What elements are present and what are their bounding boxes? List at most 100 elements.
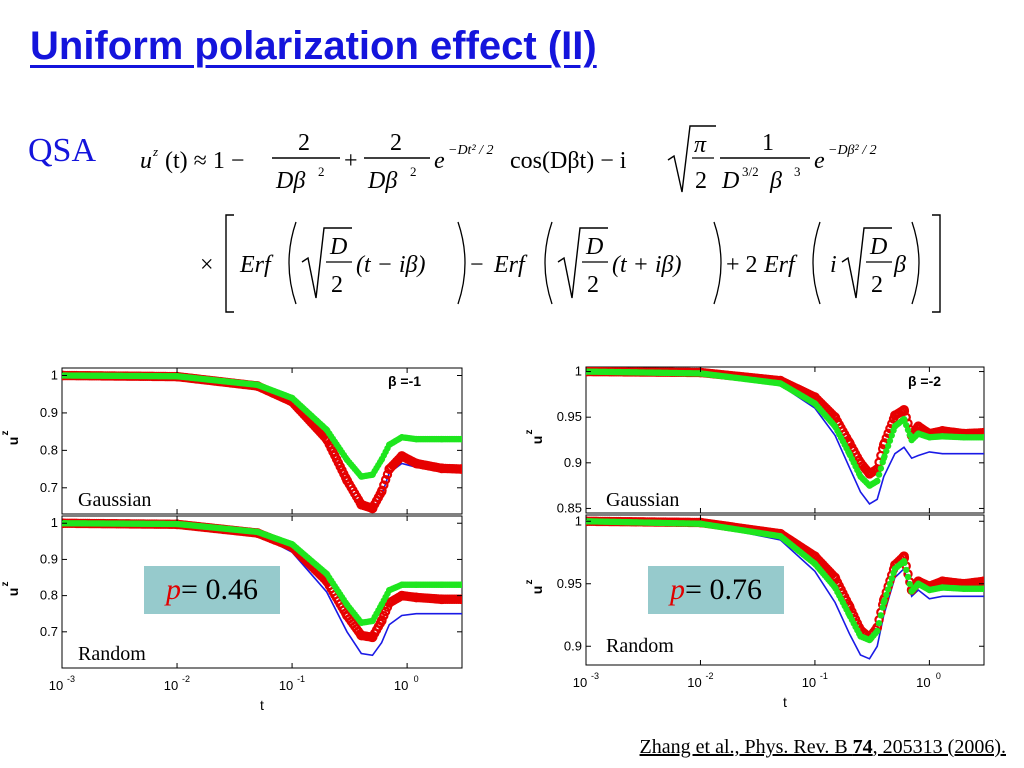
eq-sqrtd1-num: D — [329, 234, 347, 260]
eq-erf2: Erf — [493, 252, 528, 278]
data-point — [342, 610, 352, 621]
data-point — [960, 585, 968, 592]
distribution-label: Random — [78, 643, 146, 665]
data-point — [436, 463, 447, 474]
data-point — [884, 586, 892, 593]
data-point — [864, 468, 875, 479]
data-point — [979, 576, 984, 587]
data-point — [358, 619, 365, 626]
ref-suffix: , 205313 (2006). — [872, 736, 1006, 758]
data-point — [438, 581, 445, 588]
x-axis-label: t — [260, 697, 264, 713]
x-tick-label: 10 — [573, 675, 587, 690]
data-point — [880, 455, 888, 462]
data-point — [926, 586, 933, 594]
eq-frac3-den-sup2: 3 — [794, 164, 801, 179]
eq-sqrt1-num: π — [694, 132, 707, 158]
data-point — [288, 541, 296, 548]
eq-sqrt1-den: 2 — [695, 168, 707, 194]
y-axis-label-sup: z — [524, 430, 535, 435]
x-tick-label-exponent: -2 — [705, 671, 713, 681]
data-point — [857, 633, 864, 640]
y-tick-label: 0.9 — [40, 551, 58, 566]
data-point — [458, 581, 462, 588]
y-axis-label: u — [529, 586, 545, 595]
data-point — [891, 423, 899, 430]
data-point — [436, 594, 447, 605]
y-tick-label: 0.8 — [40, 442, 58, 457]
eq-erf2-arg: (t + iβ) — [612, 252, 681, 278]
eq-erf1: Erf — [239, 252, 274, 278]
x-tick-label-exponent: -3 — [67, 674, 75, 684]
x-tick-label-exponent: 0 — [414, 674, 419, 684]
data-point — [830, 572, 840, 583]
data-point — [846, 450, 853, 457]
data-point — [939, 584, 946, 591]
data-point — [866, 636, 873, 644]
data-point — [886, 580, 894, 588]
x-tick-label-exponent: -1 — [297, 674, 305, 684]
data-point — [883, 591, 890, 599]
data-point — [904, 573, 912, 581]
y-tick-label: 0.7 — [40, 480, 58, 495]
data-point — [908, 436, 915, 444]
data-point — [323, 570, 330, 578]
eq-sqrtd2-den: 2 — [587, 272, 599, 298]
data-point — [386, 441, 393, 448]
data-point — [879, 604, 886, 611]
x-tick-label-exponent: 0 — [936, 671, 941, 681]
data-point — [369, 471, 376, 478]
data-point — [376, 486, 387, 497]
eq-lhs: u — [140, 148, 152, 174]
data-point — [811, 560, 819, 567]
y-tick-label: 0.85 — [557, 500, 582, 515]
data-point — [378, 601, 385, 608]
eq-frac1-num: 2 — [298, 130, 310, 156]
data-point — [866, 482, 873, 489]
y-tick-label: 0.8 — [40, 588, 58, 603]
data-point — [875, 471, 883, 478]
data-point — [457, 464, 462, 474]
beta-annotation: β =-1 — [388, 373, 421, 389]
y-tick-label: 1 — [575, 364, 582, 379]
eq-frac2-den-sup: 2 — [410, 164, 417, 179]
data-point — [413, 581, 420, 588]
distribution-label: Gaussian — [78, 489, 151, 511]
eq-exp1-base: e — [434, 148, 445, 174]
data-point — [396, 590, 407, 601]
data-point — [254, 528, 261, 536]
distribution-label: Gaussian — [606, 489, 679, 511]
data-point — [904, 426, 912, 434]
data-point — [980, 585, 984, 592]
data-point — [926, 434, 933, 441]
eq-exp1-sup: −Dt² / 2 — [448, 143, 494, 158]
data-point — [382, 469, 393, 480]
data-point — [398, 434, 406, 441]
chart-panel-right-top: 0.85 0.9 0.95 1 uz β =-2 Gaussian — [524, 364, 985, 515]
reference-citation[interactable]: Zhang et al., Phys. Rev. B 74, 205313 (2… — [640, 736, 1006, 759]
data-point — [900, 415, 908, 423]
data-point — [874, 628, 881, 635]
data-point — [886, 437, 894, 444]
y-tick-label: 1 — [575, 513, 582, 528]
data-point — [831, 584, 839, 591]
eq-sqrtd3-num: D — [869, 234, 887, 260]
data-point — [323, 426, 330, 433]
data-point — [376, 616, 387, 626]
plot-frame — [585, 366, 985, 514]
eq-erf3-beta: β — [893, 252, 906, 278]
data-point — [413, 435, 420, 443]
eq-frac2-num: 2 — [390, 130, 402, 156]
data-point — [288, 394, 296, 402]
p-eq-right: = 0.76 — [685, 573, 762, 606]
data-point — [877, 612, 885, 619]
eq-sqrtd2-num: D — [585, 234, 603, 260]
eq-sqrtd3-den: 2 — [871, 272, 883, 298]
eq-frac1-den: Dβ — [275, 168, 305, 194]
data-point — [384, 464, 395, 474]
series-markers-green — [586, 368, 984, 489]
y-tick-label: 0.9 — [564, 638, 582, 653]
eq-plus: + — [344, 148, 358, 174]
x-tick-label: 10 — [164, 678, 178, 693]
data-point — [777, 533, 784, 540]
